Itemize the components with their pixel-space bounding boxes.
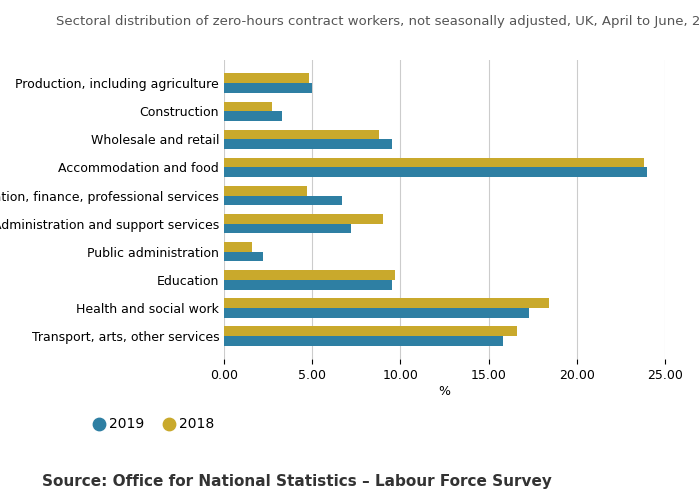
Legend: 2019, 2018: 2019, 2018 (90, 411, 220, 436)
Bar (224, 102, 272, 111)
Bar (224, 242, 252, 251)
Text: Source: Office for National Statistics – Labour Force Survey: Source: Office for National Statistics –… (42, 474, 552, 489)
Bar (224, 186, 307, 196)
Bar (224, 158, 644, 168)
Bar (224, 224, 351, 234)
Bar (224, 111, 282, 121)
Bar (224, 83, 312, 93)
Bar (224, 130, 379, 139)
Bar (224, 251, 262, 261)
Bar (224, 168, 648, 177)
Bar (224, 214, 383, 224)
Bar (224, 308, 529, 317)
Bar (224, 336, 503, 346)
Bar (224, 326, 517, 336)
Bar (224, 270, 395, 280)
Bar (224, 139, 391, 149)
Bar (224, 298, 549, 308)
Bar (224, 280, 391, 289)
Bar (224, 73, 309, 83)
Text: Sectoral distribution of zero-hours contract workers, not seasonally adjusted, U: Sectoral distribution of zero-hours cont… (56, 15, 700, 28)
Bar (224, 196, 342, 206)
X-axis label: %: % (438, 385, 451, 398)
